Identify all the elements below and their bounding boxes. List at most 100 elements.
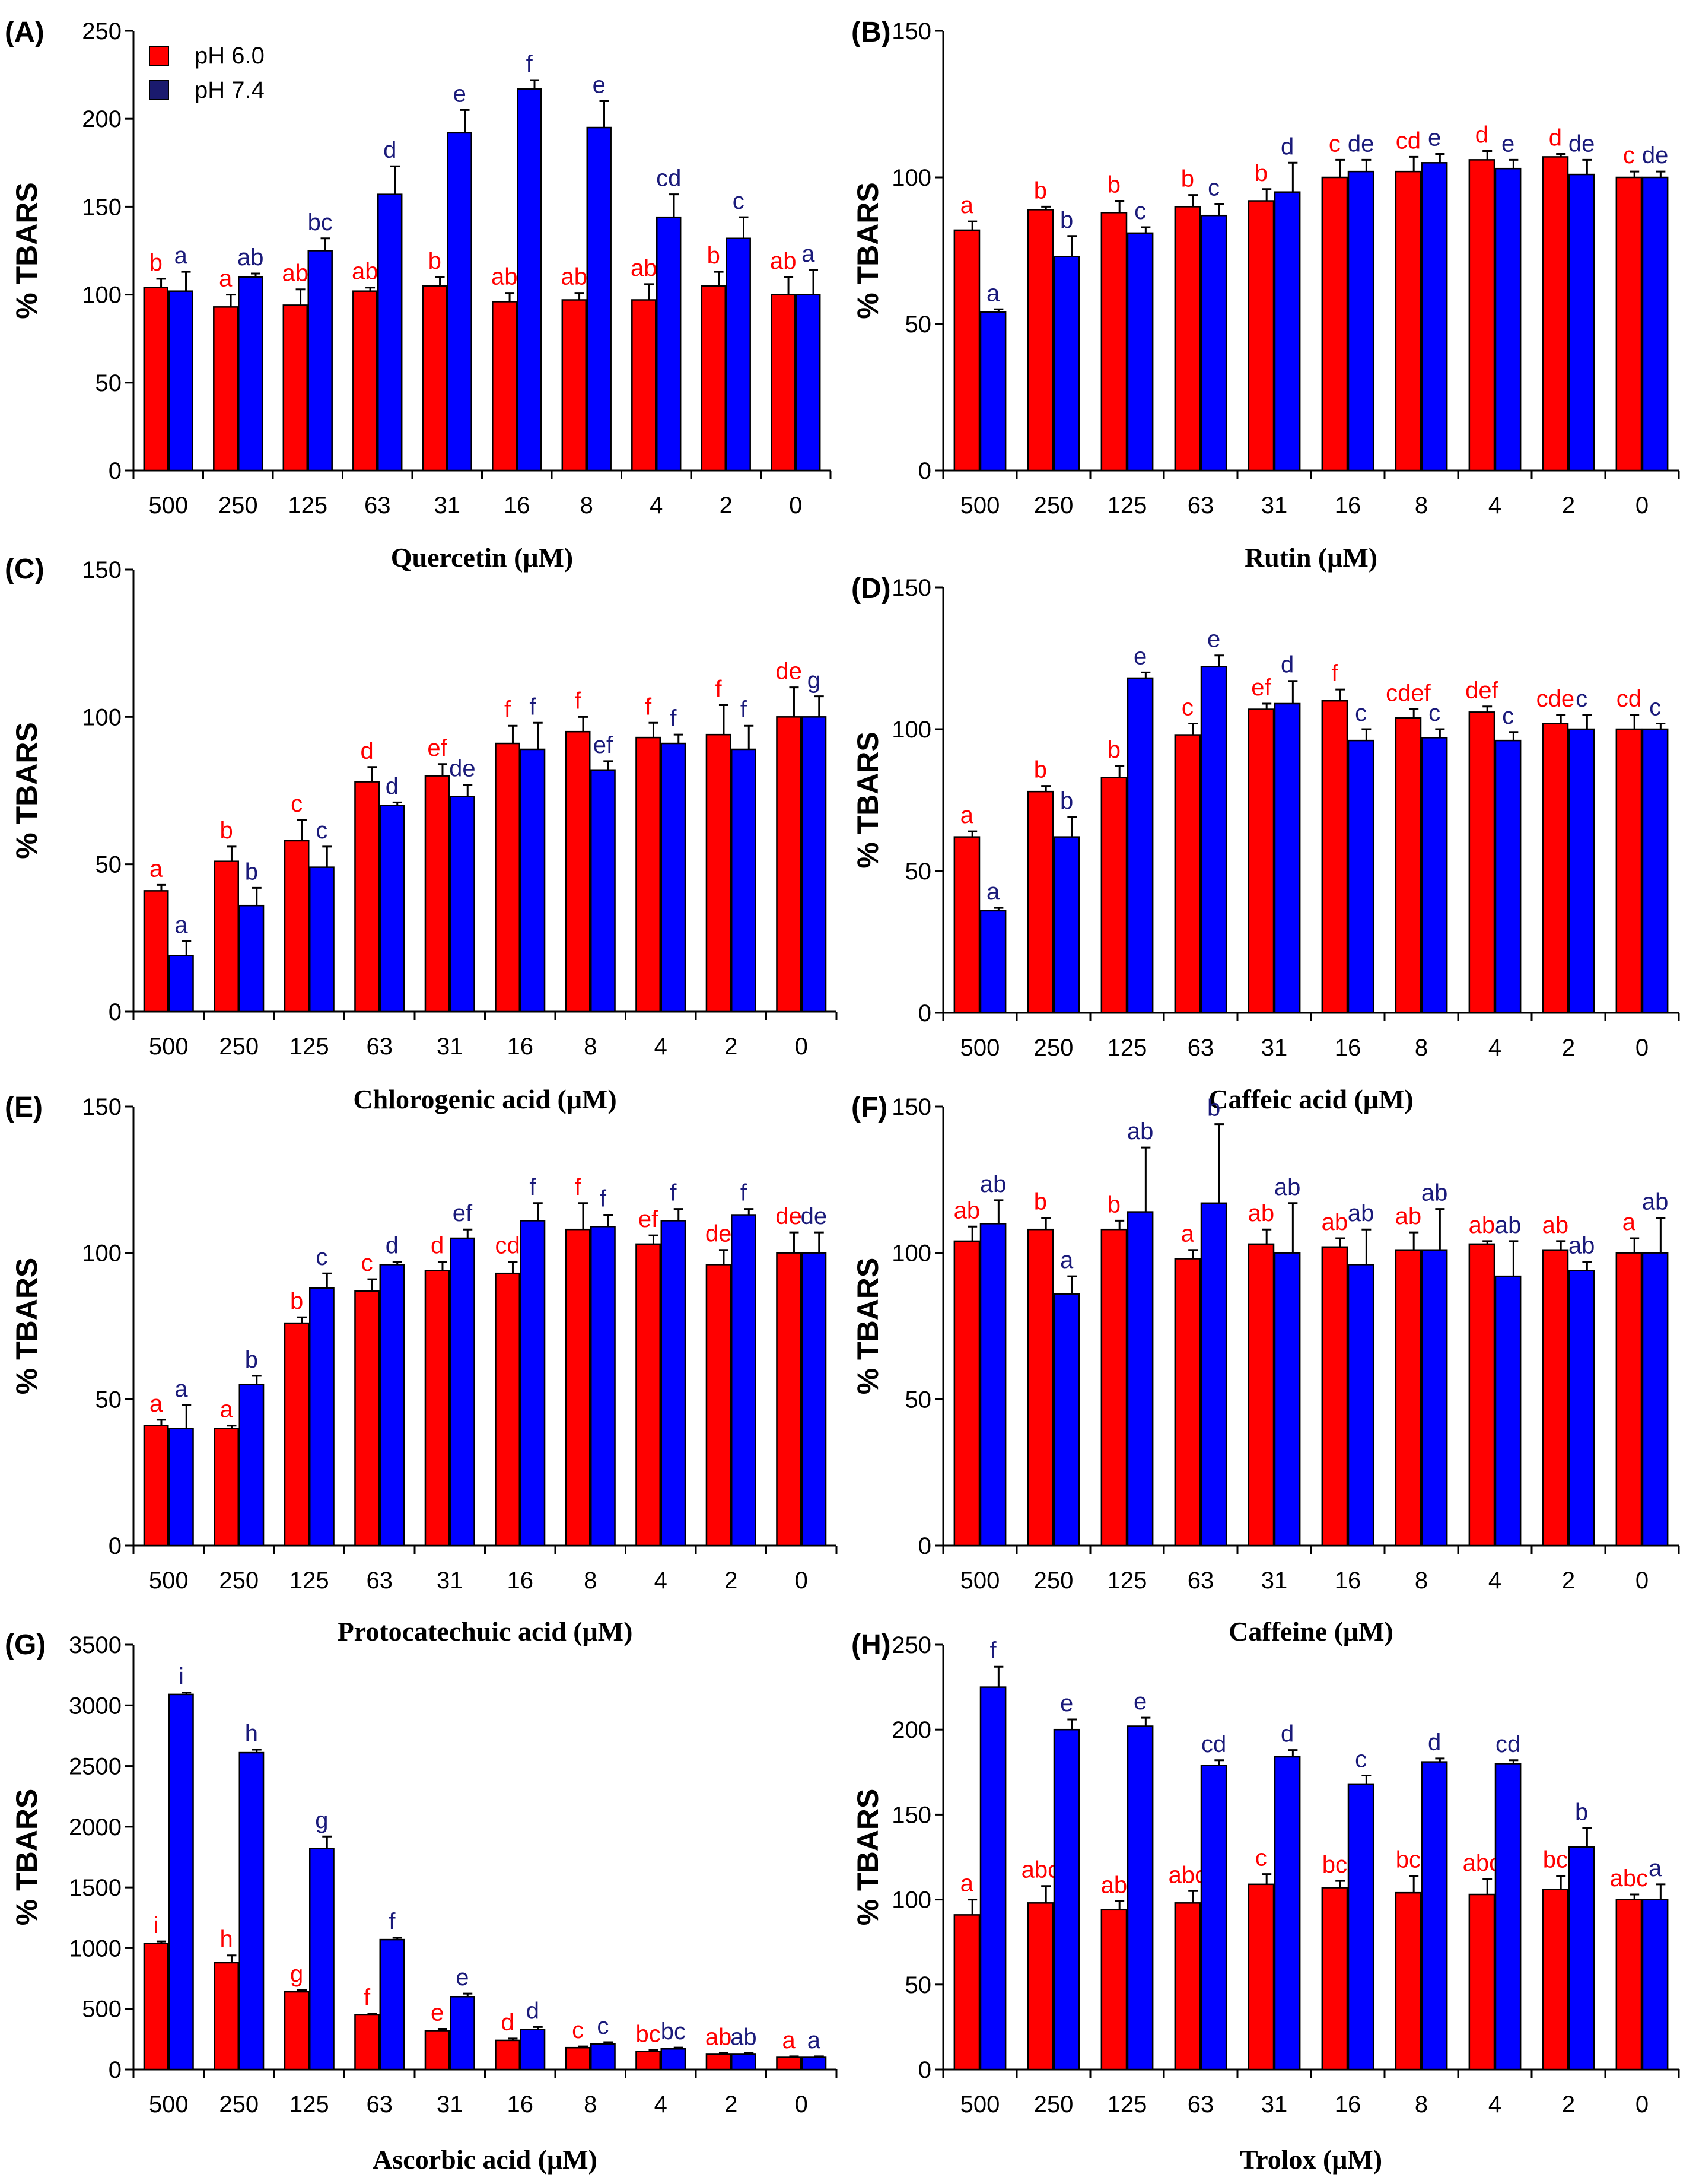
bar-ph7 <box>520 748 546 1013</box>
significance-letter: a <box>174 912 188 938</box>
bar-ph6 <box>214 860 239 1013</box>
x-tick-label: 2 <box>724 1568 737 1594</box>
significance-letter: f <box>670 705 677 732</box>
significance-letter: g <box>807 667 820 694</box>
bar-ph6 <box>214 1962 239 2071</box>
legend-label: pH 7.4 <box>195 77 265 103</box>
significance-letter: f <box>990 1638 997 1664</box>
x-tick-label: 500 <box>960 1035 1000 1061</box>
bar-ph6 <box>1248 1243 1275 1547</box>
bar-ph7 <box>168 1693 194 2071</box>
significance-letter: b <box>1108 737 1121 763</box>
bar-ph7 <box>731 1214 756 1547</box>
x-tick-label: 2 <box>724 2091 737 2118</box>
significance-letter: c <box>1428 700 1440 726</box>
significance-letter: a <box>807 2027 821 2053</box>
significance-letter: ab <box>561 264 588 290</box>
bar-ph6 <box>635 2051 661 2071</box>
significance-letter: g <box>315 1807 328 1833</box>
bar-ph6 <box>143 287 169 472</box>
bar-ph7 <box>379 805 405 1013</box>
significance-letter: bc <box>661 2018 686 2045</box>
bar-ph7 <box>1347 170 1374 472</box>
significance-letter: d <box>1281 133 1294 160</box>
significance-letter: a <box>1181 1221 1195 1247</box>
x-tick-label: 125 <box>1108 1035 1147 1061</box>
y-tick-label: 0 <box>918 458 931 484</box>
significance-letter: c <box>361 1250 373 1276</box>
y-axis-title: % TBARS <box>10 1258 43 1395</box>
significance-letter: b <box>1207 1095 1220 1121</box>
bar-ph6 <box>424 1270 450 1547</box>
significance-letter: cd <box>1201 1731 1226 1757</box>
y-tick-label: 100 <box>82 704 122 730</box>
x-tick-label: 500 <box>149 1568 189 1594</box>
significance-letter: a <box>174 243 188 269</box>
bar-ph7 <box>1641 176 1669 472</box>
x-tick-label: 0 <box>795 1568 808 1594</box>
significance-letter: ef <box>427 735 447 761</box>
x-axis-title: Protocatechuic acid (μM) <box>338 1616 633 1646</box>
significance-letter: b <box>428 248 441 274</box>
y-tick-label: 0 <box>109 458 122 484</box>
bar-ph7 <box>450 1996 475 2071</box>
y-tick-label: 0 <box>918 1000 931 1026</box>
y-tick-label: 150 <box>892 1094 931 1120</box>
bar-ph7 <box>979 311 1007 472</box>
x-tick-label: 2 <box>1562 1035 1575 1061</box>
x-tick-label: 125 <box>1108 1568 1147 1594</box>
x-tick-label: 500 <box>149 1034 189 1060</box>
significance-letter: c <box>316 1244 327 1270</box>
bar-ph6 <box>1542 1889 1569 2071</box>
x-tick-label: 250 <box>219 1568 259 1594</box>
significance-letter: de <box>1642 142 1669 169</box>
x-tick-label: 31 <box>437 1034 463 1060</box>
bar-ph7 <box>1274 1756 1301 2071</box>
bar-ph6 <box>776 716 801 1013</box>
significance-letter: cd <box>656 166 681 192</box>
significance-letter: ab <box>1469 1212 1495 1238</box>
bar-ph6 <box>705 1264 731 1547</box>
significance-letter: e <box>1501 131 1514 157</box>
bar-ph7 <box>1494 167 1522 472</box>
significance-letter: b <box>1575 1799 1588 1825</box>
significance-letter: a <box>174 1376 188 1402</box>
x-tick-label: 31 <box>1261 1568 1288 1594</box>
significance-letter: cdef <box>1386 681 1431 707</box>
significance-letter: a <box>782 2027 796 2053</box>
x-tick-label: 63 <box>364 492 391 519</box>
y-axis-title: % TBARS <box>851 182 884 319</box>
significance-letter: c <box>1355 1747 1367 1773</box>
significance-letter: c <box>1208 174 1220 201</box>
significance-letter: de <box>775 1203 802 1229</box>
bar-ph6 <box>422 285 447 472</box>
x-tick-label: 4 <box>1488 1035 1501 1061</box>
significance-letter: f <box>645 694 652 720</box>
bar-ph6 <box>1542 723 1569 1014</box>
x-tick-label: 250 <box>219 2091 259 2118</box>
bar-ph7 <box>660 742 686 1013</box>
significance-letter: bc <box>635 2021 660 2047</box>
significance-letter: f <box>670 1180 677 1206</box>
significance-letter: f <box>526 51 533 77</box>
x-tick-label: 4 <box>654 1568 667 1594</box>
bar-ph6 <box>1100 777 1128 1014</box>
panel-label: (C) <box>5 554 44 585</box>
x-tick-label: 8 <box>580 492 593 519</box>
significance-letter: a <box>960 1871 974 1897</box>
significance-letter: e <box>1207 627 1220 653</box>
bar-ph7 <box>1421 1761 1448 2071</box>
x-tick-label: 8 <box>1415 492 1428 519</box>
significance-letter: d <box>1281 1721 1294 1747</box>
bar-ph6 <box>1174 206 1201 472</box>
x-tick-label: 125 <box>1108 2091 1147 2118</box>
y-tick-label: 100 <box>892 1887 931 1913</box>
significance-letter: c <box>1355 700 1367 726</box>
bar-ph6 <box>492 301 517 472</box>
y-tick-label: 2000 <box>69 1814 122 1840</box>
significance-letter: ab <box>237 244 264 271</box>
bar-ph6 <box>1615 176 1643 472</box>
x-tick-label: 63 <box>1188 492 1214 519</box>
bar-ph7 <box>379 1264 405 1547</box>
